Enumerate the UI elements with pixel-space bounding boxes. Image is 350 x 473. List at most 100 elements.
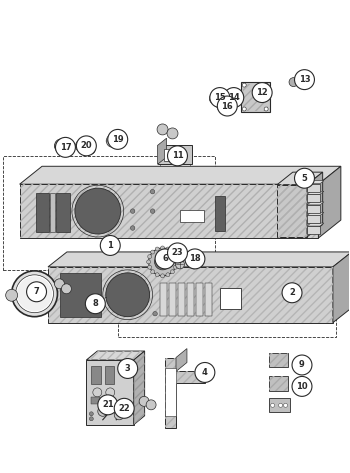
Text: 9: 9 <box>299 360 305 369</box>
Bar <box>36 193 49 232</box>
Circle shape <box>157 124 168 135</box>
Circle shape <box>168 146 188 166</box>
Circle shape <box>146 400 156 410</box>
Circle shape <box>155 249 175 269</box>
Polygon shape <box>48 267 333 323</box>
Text: 16: 16 <box>222 102 233 111</box>
Circle shape <box>168 243 188 263</box>
Bar <box>307 205 320 213</box>
Circle shape <box>98 395 118 415</box>
Text: 19: 19 <box>112 135 124 144</box>
Circle shape <box>17 276 52 311</box>
Bar <box>196 283 203 315</box>
Circle shape <box>98 406 108 416</box>
Bar <box>118 257 336 337</box>
Circle shape <box>217 101 228 112</box>
Circle shape <box>76 136 96 156</box>
Bar <box>50 193 56 232</box>
Text: 1: 1 <box>107 241 113 250</box>
Circle shape <box>155 254 170 270</box>
Circle shape <box>185 249 205 269</box>
Text: 14: 14 <box>228 93 240 102</box>
Text: 20: 20 <box>80 141 92 150</box>
Bar <box>215 196 225 230</box>
Bar <box>105 366 114 384</box>
Circle shape <box>88 296 101 309</box>
Circle shape <box>85 294 105 314</box>
Circle shape <box>294 70 314 89</box>
Circle shape <box>161 246 164 250</box>
Text: 8: 8 <box>92 299 98 308</box>
Circle shape <box>114 410 124 420</box>
Circle shape <box>89 417 93 421</box>
Text: 5: 5 <box>302 174 307 183</box>
Circle shape <box>167 128 178 139</box>
Bar <box>277 184 307 237</box>
Circle shape <box>100 236 120 255</box>
Circle shape <box>150 190 155 194</box>
Circle shape <box>150 209 155 213</box>
Circle shape <box>147 260 150 264</box>
Text: 7: 7 <box>34 287 40 296</box>
Circle shape <box>195 362 215 382</box>
Text: 18: 18 <box>189 254 201 263</box>
Bar <box>56 193 70 232</box>
Circle shape <box>16 275 54 313</box>
Circle shape <box>75 188 121 234</box>
Polygon shape <box>158 138 167 164</box>
Bar <box>164 149 181 161</box>
Bar <box>20 184 318 238</box>
Bar <box>178 283 185 315</box>
Bar <box>269 352 288 368</box>
Circle shape <box>294 168 314 188</box>
Bar <box>307 226 320 234</box>
Bar <box>220 288 241 309</box>
Bar <box>241 82 270 113</box>
Polygon shape <box>86 351 145 360</box>
Circle shape <box>175 260 178 264</box>
Circle shape <box>139 396 149 406</box>
Circle shape <box>106 388 115 397</box>
Circle shape <box>151 270 155 274</box>
Circle shape <box>166 273 170 277</box>
Circle shape <box>292 377 312 396</box>
Circle shape <box>6 289 18 301</box>
Bar <box>243 84 268 111</box>
Bar <box>269 377 288 391</box>
Bar <box>91 397 100 404</box>
Polygon shape <box>307 212 324 216</box>
Bar <box>165 368 176 416</box>
Circle shape <box>155 273 159 277</box>
Bar <box>205 283 212 315</box>
Text: 6: 6 <box>162 254 168 263</box>
Circle shape <box>108 130 128 149</box>
Text: 10: 10 <box>296 382 308 391</box>
Circle shape <box>174 265 177 269</box>
Circle shape <box>131 226 135 230</box>
Bar <box>61 273 101 317</box>
Circle shape <box>151 250 155 254</box>
Circle shape <box>264 83 268 87</box>
Circle shape <box>75 140 88 152</box>
Polygon shape <box>165 358 205 428</box>
Bar <box>158 145 192 164</box>
Circle shape <box>131 209 135 213</box>
Circle shape <box>279 403 282 407</box>
Text: 12: 12 <box>256 88 268 97</box>
Text: 23: 23 <box>172 248 183 257</box>
Circle shape <box>149 248 176 276</box>
Circle shape <box>252 83 272 103</box>
Polygon shape <box>333 252 350 323</box>
Text: 11: 11 <box>172 151 183 160</box>
Circle shape <box>210 88 230 107</box>
Circle shape <box>106 273 149 317</box>
Circle shape <box>148 254 152 259</box>
Circle shape <box>271 403 275 407</box>
Bar <box>48 267 333 323</box>
Polygon shape <box>134 351 145 425</box>
Text: 4: 4 <box>202 368 208 377</box>
Circle shape <box>174 254 177 259</box>
Circle shape <box>175 260 184 269</box>
Bar <box>3 156 215 271</box>
Circle shape <box>85 144 95 154</box>
